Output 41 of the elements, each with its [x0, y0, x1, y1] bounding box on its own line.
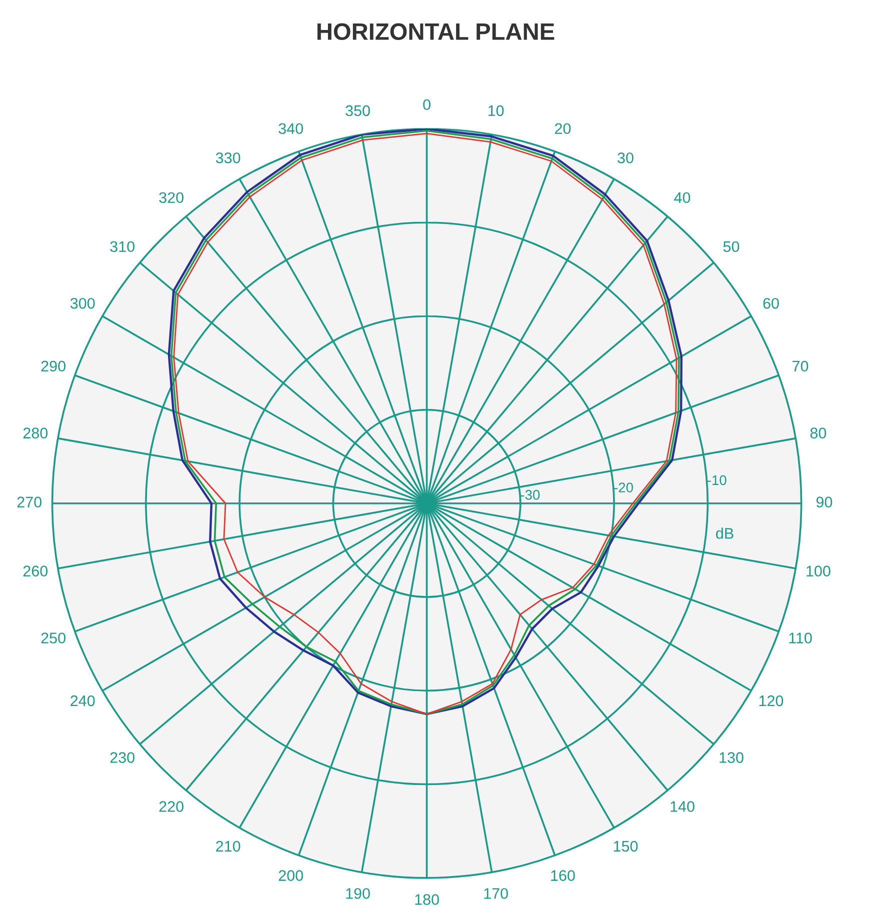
spoke-label: 90 — [816, 496, 832, 508]
spoke-label: 280 — [23, 428, 48, 438]
spoke-label: 10 — [488, 105, 504, 116]
text: dB — [716, 528, 734, 539]
spoke-label: 290 — [41, 360, 66, 372]
spoke-label: 40 — [674, 192, 690, 204]
chart-title: HORIZONTAL PLANE — [317, 23, 554, 40]
spoke-label: 30 — [618, 152, 634, 164]
spoke-label: 170 — [484, 888, 508, 899]
spoke-label: 60 — [763, 298, 779, 309]
spoke-label: 100 — [806, 566, 830, 576]
spoke-label: 0 — [423, 99, 430, 110]
spoke-label: 230 — [110, 752, 134, 763]
spoke-label: 240 — [70, 695, 95, 706]
spoke-label: 110 — [789, 632, 812, 644]
spoke-label: 340 — [278, 123, 304, 134]
spoke-label: 320 — [159, 192, 184, 204]
spoke-label: 270 — [17, 496, 42, 508]
y-tick-label: -30 — [520, 490, 540, 500]
spoke-label: 210 — [216, 840, 240, 852]
spoke-label: 150 — [614, 840, 638, 852]
spoke-label: 350 — [346, 105, 370, 116]
spoke-label: 20 — [555, 123, 571, 134]
spoke-label: 310 — [110, 241, 134, 252]
spoke-label: 300 — [70, 298, 95, 309]
spoke-label: 250 — [41, 632, 66, 644]
spoke-label: 200 — [278, 870, 304, 881]
spoke-label: 190 — [346, 888, 370, 899]
y-tick-label: -10 — [707, 475, 726, 486]
spoke-label: 130 — [720, 752, 744, 763]
spoke-label: 140 — [670, 801, 694, 812]
spoke-label: 160 — [551, 870, 575, 881]
y-tick-label: -20 — [614, 482, 634, 492]
spoke-label: 180 — [415, 894, 439, 905]
spoke-label: 120 — [759, 695, 784, 706]
spoke-label: 260 — [23, 566, 48, 576]
spoke-label: 50 — [723, 241, 740, 252]
spoke-label: 70 — [792, 360, 808, 372]
spoke-label: 80 — [810, 428, 826, 438]
spoke-label: 220 — [159, 801, 184, 812]
spoke-label: 330 — [216, 152, 240, 164]
